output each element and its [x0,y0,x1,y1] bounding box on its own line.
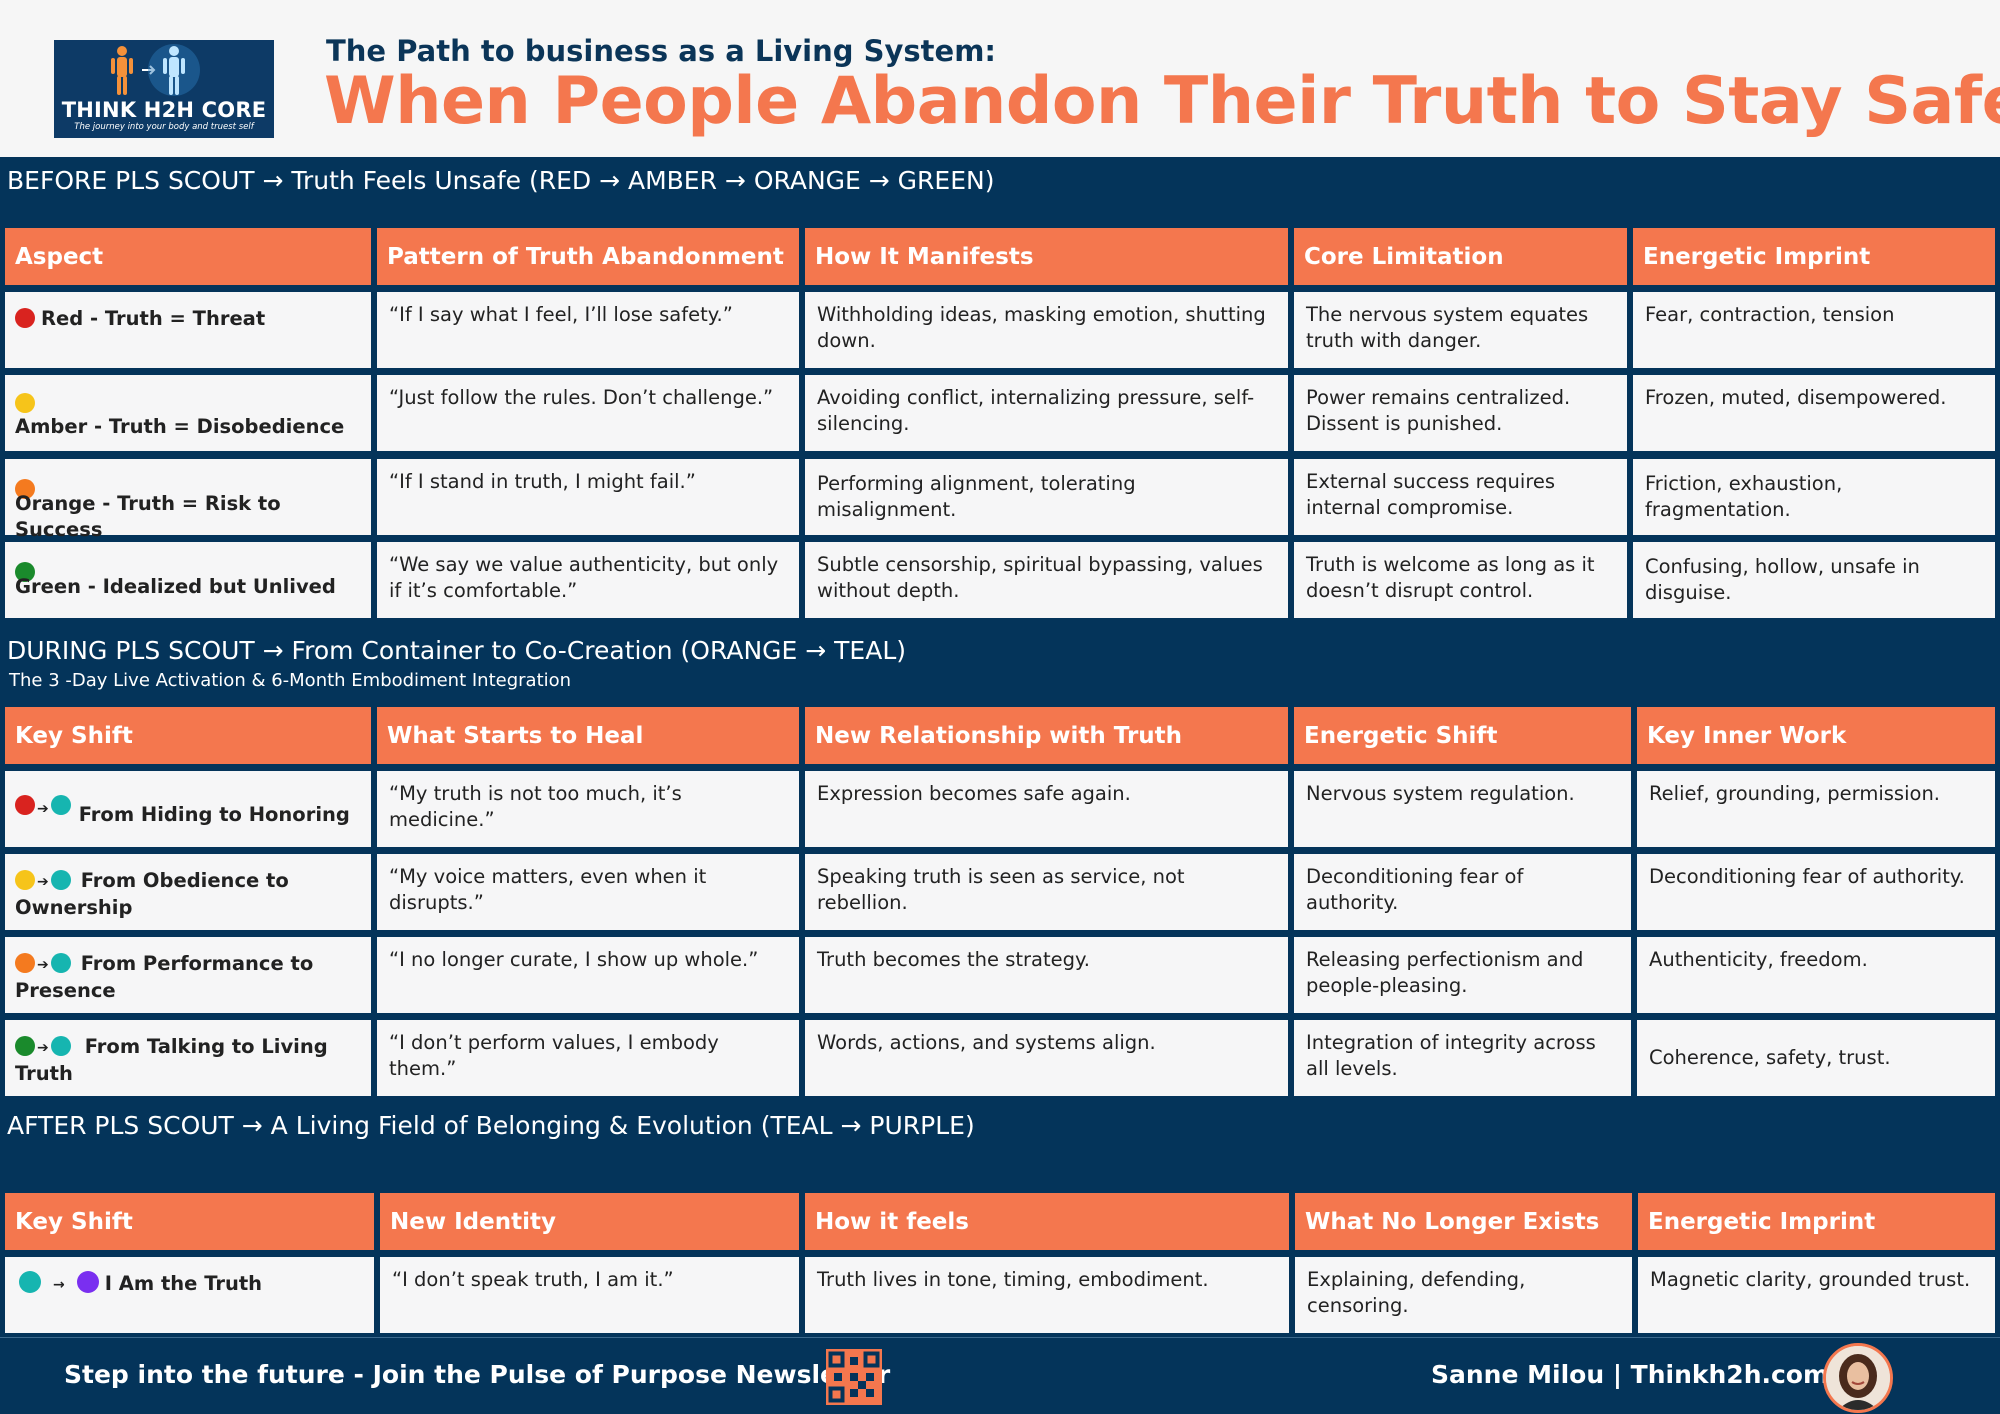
newsletter-cta[interactable]: Step into the future - Join the Pulse of… [64,1360,891,1389]
after-header-identity: New Identity [380,1193,799,1250]
before-row-limitation: External success requires internal compr… [1294,459,1627,535]
during-section-subtitle: The 3 -Day Live Activation & 6-Month Emb… [9,670,572,691]
think-h2h-logo[interactable]: THINK H2H CORE The journey into your bod… [54,40,274,138]
green-dot-icon [15,1036,35,1056]
during-row-relationship: Words, actions, and systems align. [805,1020,1288,1096]
author-portrait-icon [1826,1346,1890,1410]
before-row-label: Green - Idealized but Unlived [5,542,371,618]
arrow-right-icon: ➔ [37,1040,49,1056]
during-row-label: ➔ From Hiding to Honoring [5,771,371,847]
arrow-right-icon: ➔ [37,957,49,973]
before-row-pattern: “If I stand in truth, I might fail.” [377,459,799,535]
after-row-identity: “I don’t speak truth, I am it.” [380,1257,799,1333]
during-row-work: Deconditioning fear of authority. [1637,854,1995,930]
before-header-limitation: Core Limitation [1294,228,1627,285]
before-row-label: Amber - Truth = Disobedience [5,375,371,451]
purple-dot-icon [76,1271,99,1293]
before-row-pattern: “If I say what I feel, I’ll lose safety.… [377,292,799,368]
during-row-work: Coherence, safety, trust. [1637,1020,1995,1096]
amber-dot-icon [15,393,35,413]
before-header-aspect: Aspect [5,228,371,285]
during-header-relationship: New Relationship with Truth [805,707,1288,764]
teal-dot-icon [50,795,71,815]
during-header-work: Key Inner Work [1637,707,1995,764]
before-row-manifests: Avoiding conflict, internalizing pressur… [805,375,1288,451]
arrow-right-icon: ➔ [37,874,49,890]
during-row-relationship: Speaking truth is seen as service, not r… [805,854,1288,930]
before-header-manifests: How It Manifests [805,228,1288,285]
qr-code-icon[interactable] [826,1349,882,1405]
teal-dot-icon [50,1036,71,1056]
during-section-title: DURING PLS SCOUT → From Container to Co-… [7,636,906,665]
after-header-feels: How it feels [805,1193,1289,1250]
during-row-label: ➔ From Obedience to Ownership [5,854,371,930]
red-dot-icon [15,795,35,815]
amber-dot-icon [15,870,35,890]
after-row-no-longer: Explaining, defending, censoring. [1295,1257,1632,1333]
before-row-manifests: Subtle censorship, spiritual bypassing, … [805,542,1288,618]
after-section-title: AFTER PLS SCOUT → A Living Field of Belo… [7,1111,975,1140]
during-header-shift: Energetic Shift [1294,707,1631,764]
author-avatar [1823,1343,1893,1413]
during-row-relationship: Expression becomes safe again. [805,771,1288,847]
before-row-imprint: Frozen, muted, disempowered. [1633,375,1995,451]
before-header-imprint: Energetic Imprint [1633,228,1995,285]
during-header-heal: What Starts to Heal [377,707,799,764]
green-dot-icon [15,562,35,582]
arrow-right-icon: → [53,1277,65,1293]
during-row-label: ➔ From Talking to Living Truth [5,1020,371,1096]
after-header-imprint: Energetic Imprint [1638,1193,1995,1250]
during-header-keyshift: Key Shift [5,707,371,764]
after-header-keyshift: Key Shift [5,1193,374,1250]
after-header-no-longer: What No Longer Exists [1295,1193,1632,1250]
logo-tagline: The journey into your body and truest se… [74,122,254,132]
before-row-manifests: Performing alignment, tolerating misalig… [805,459,1288,535]
teal-dot-icon [19,1271,41,1293]
body-figures-icon [111,44,200,96]
during-row-shift: Deconditioning fear of authority. [1294,854,1631,930]
logo-name: THINK H2H CORE [61,98,267,122]
page-subtitle: The Path to business as a Living System: [326,34,997,68]
during-row-work: Authenticity, freedom. [1637,937,1995,1013]
orange-dot-icon [15,479,35,499]
page-footer: Step into the future - Join the Pulse of… [0,1337,2000,1414]
before-row-pattern: “Just follow the rules. Don’t challenge.… [377,375,799,451]
during-row-heal: “My truth is not too much, it’s medicine… [377,771,799,847]
teal-dot-icon [50,870,71,890]
before-row-limitation: The nervous system equates truth with da… [1294,292,1627,368]
author-website[interactable]: Sanne Milou | Thinkh2h.com [1431,1360,1830,1389]
arrow-right-icon: ➔ [37,801,49,817]
before-row-manifests: Withholding ideas, masking emotion, shut… [805,292,1288,368]
before-row-label: Orange - Truth = Risk to Success [5,459,371,541]
before-row-label: Red - Truth = Threat [5,292,371,368]
during-row-heal: “My voice matters, even when it disrupts… [377,854,799,930]
orange-dot-icon [15,953,35,973]
before-row-imprint: Confusing, hollow, unsafe in disguise. [1633,542,1995,618]
during-row-shift: Integration of integrity across all leve… [1294,1020,1631,1096]
during-row-label: ➔ From Performance to Presence [5,937,371,1013]
before-row-pattern: “We say we value authenticity, but only … [377,542,799,618]
after-row-feels: Truth lives in tone, timing, embodiment. [805,1257,1289,1333]
during-row-shift: Releasing perfectionism and people-pleas… [1294,937,1631,1013]
during-row-work: Relief, grounding, permission. [1637,771,1995,847]
red-dot-icon [15,308,35,328]
before-row-imprint: Friction, exhaustion, fragmentation. [1633,459,1995,535]
before-row-limitation: Truth is welcome as long as it doesn’t d… [1294,542,1627,618]
after-row-label: → I Am the Truth [5,1257,374,1333]
during-row-heal: “I don’t perform values, I embody them.” [377,1020,799,1096]
before-header-pattern: Pattern of Truth Abandonment [377,228,799,285]
page-header: THINK H2H CORE The journey into your bod… [0,0,2000,157]
during-row-heal: “I no longer curate, I show up whole.” [377,937,799,1013]
during-row-shift: Nervous system regulation. [1294,771,1631,847]
before-section-title: BEFORE PLS SCOUT → Truth Feels Unsafe (R… [7,166,995,195]
page-title: When People Abandon Their Truth to Stay … [324,64,2000,139]
before-row-limitation: Power remains centralized. Dissent is pu… [1294,375,1627,451]
before-row-imprint: Fear, contraction, tension [1633,292,1995,368]
during-row-relationship: Truth becomes the strategy. [805,937,1288,1013]
teal-dot-icon [50,953,71,973]
after-row-imprint: Magnetic clarity, grounded trust. [1638,1257,1995,1333]
